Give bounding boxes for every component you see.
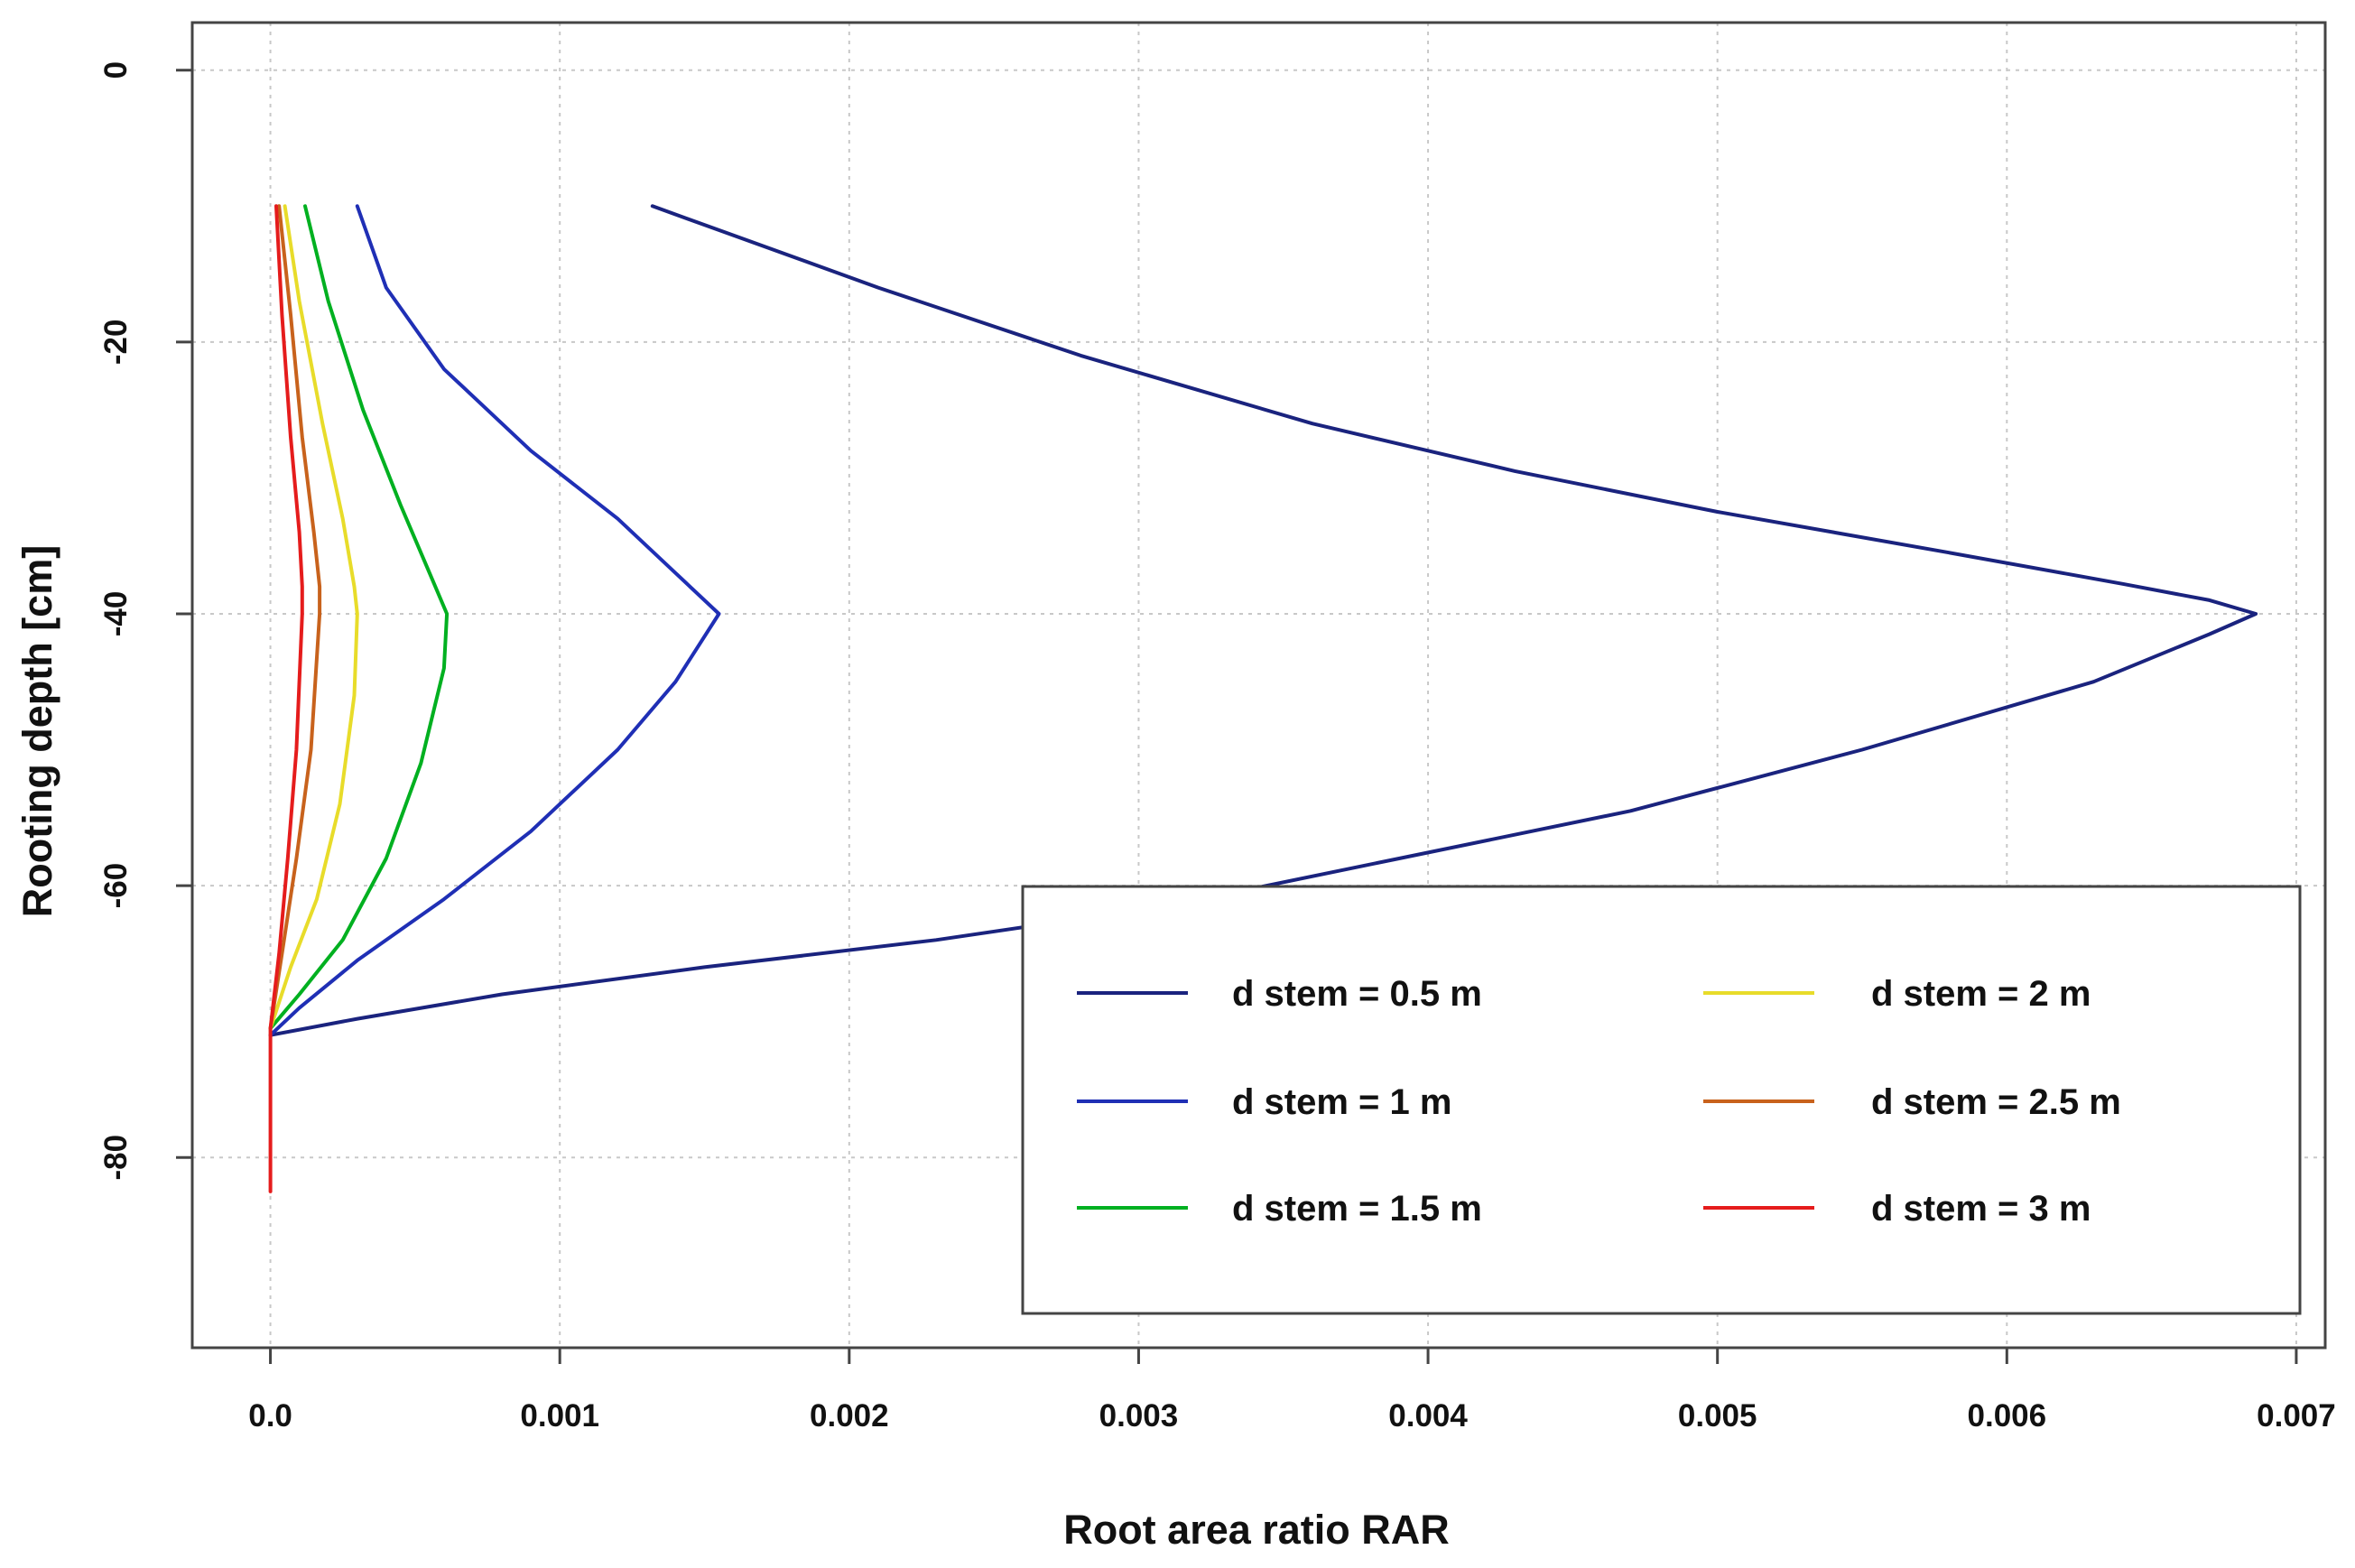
x-ticks: 0.0 0.001 0.002 0.003 0.004 0.005 0.006 0.007 (248, 1348, 2336, 1433)
x-tick-label: 0.002 (810, 1398, 889, 1433)
x-tick-label: 0.004 (1388, 1398, 1468, 1433)
x-tick-label: 0.005 (1678, 1398, 1757, 1433)
plot-area-frame (190, 21, 2327, 1350)
series-line (268, 204, 304, 1193)
legend-label: d stem = 2 m (1871, 974, 2091, 1014)
y-tick-label: 0 (98, 61, 134, 79)
y-tick-label: -20 (98, 320, 134, 366)
x-tick-label: 0.003 (1099, 1398, 1179, 1433)
series-line (268, 204, 2258, 1037)
x-tick-label: 0.007 (2257, 1398, 2336, 1433)
x-tick-label: 0.006 (1968, 1398, 2047, 1433)
x-axis-title: Root area ratio RAR (1063, 1507, 1450, 1553)
legend-label: d stem = 2.5 m (1871, 1082, 2121, 1122)
legend: d stem = 0.5 m d stem = 1 m d stem = 1.5 m… (1021, 885, 2302, 1315)
series-lines (268, 204, 2258, 1193)
series-line (268, 204, 721, 1037)
legend-label: d stem = 3 m (1871, 1189, 2091, 1229)
y-tick-label: -60 (98, 863, 134, 909)
series-line (268, 204, 359, 1031)
x-tick-label: 0.0 (248, 1398, 292, 1433)
legend-label: d stem = 1.5 m (1232, 1189, 1482, 1229)
y-tick-label: -40 (98, 591, 134, 637)
y-axis-title: Rooting depth [cm] (14, 545, 60, 917)
y-ticks: 0 -20 -40 -60 -80 (98, 61, 192, 1181)
y-tick-label: -80 (98, 1135, 134, 1181)
legend-label: d stem = 1 m (1232, 1082, 1451, 1122)
series-line (268, 204, 450, 1031)
x-tick-label: 0.001 (520, 1398, 599, 1433)
legend-label: d stem = 0.5 m (1232, 974, 1482, 1014)
legend-box (1021, 885, 2302, 1315)
series-line (268, 204, 322, 1031)
